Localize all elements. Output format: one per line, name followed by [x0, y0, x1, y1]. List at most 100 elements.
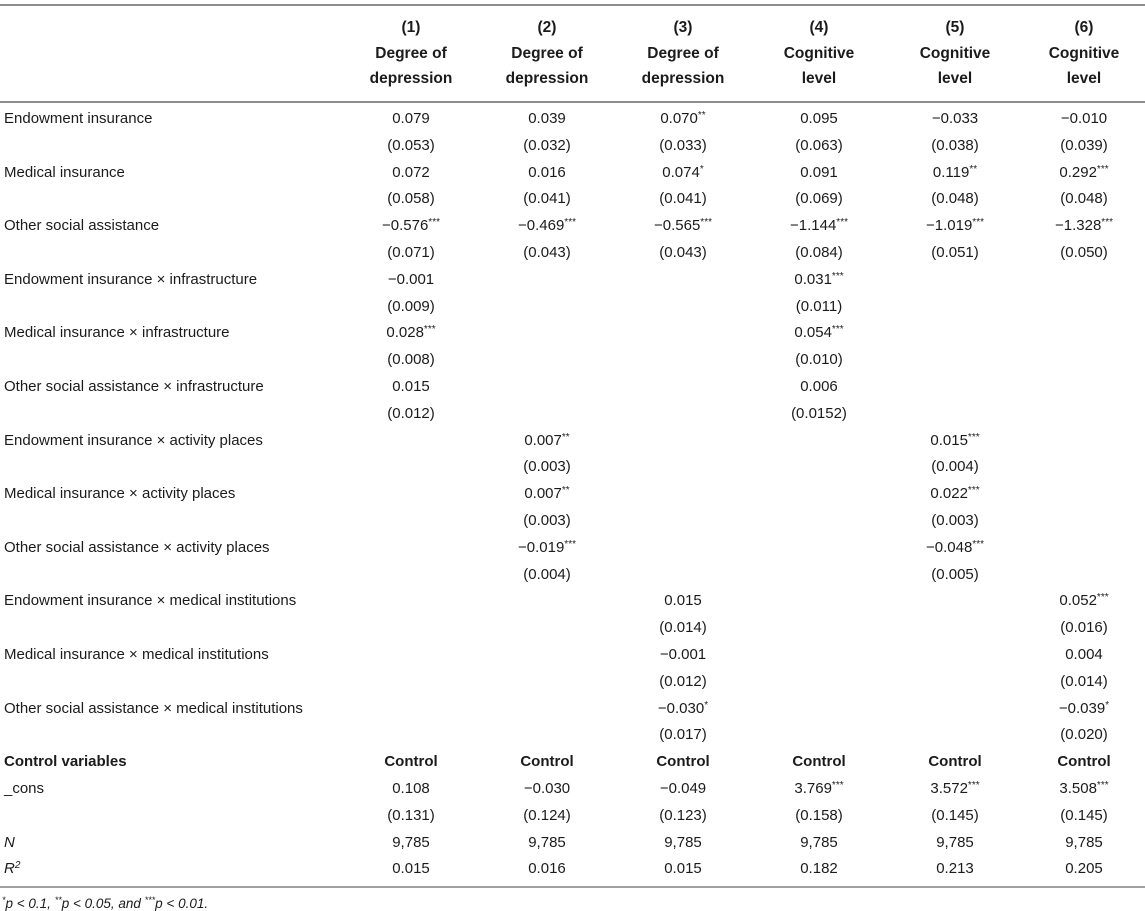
coef-cell: −1.328***	[1055, 217, 1113, 235]
coef-cell: −0.001	[387, 270, 435, 288]
row-label-empty	[0, 133, 343, 160]
coef-cell	[479, 588, 615, 615]
column-dv-line1: Cognitive	[919, 45, 991, 62]
table-row-se: (0.131) (0.124) (0.123) (0.158) (0.145) (0.14…	[0, 803, 1145, 830]
se-cell: (0.039)	[1060, 136, 1108, 154]
se-cell: (0.048)	[931, 190, 979, 208]
column-dv-line1: Cognitive	[783, 45, 855, 62]
column-dv-line1: Degree of	[647, 45, 719, 62]
se-cell	[343, 615, 479, 642]
se-cell: (0.041)	[659, 190, 707, 208]
coef-cell	[615, 428, 751, 455]
column-number: (2)	[537, 19, 557, 36]
coef-cell: 0.015	[392, 860, 430, 878]
header-row: (1) Degree of depression (2) Degree of d…	[0, 6, 1145, 101]
header-rule	[0, 101, 1145, 103]
se-cell: (0.004)	[931, 458, 979, 476]
coef-cell	[751, 481, 887, 508]
coef-cell: Control	[656, 753, 710, 771]
column-header-2: (2) Degree of depression	[479, 6, 615, 101]
significance-stars: ***	[700, 217, 712, 229]
significance-stars: ***	[144, 895, 156, 906]
coef-cell	[479, 374, 615, 401]
se-cell	[343, 562, 479, 589]
column-header-6: (6) Cognitive level	[1023, 6, 1145, 101]
table-row-se: (0.003) (0.004)	[0, 454, 1145, 481]
coef-cell	[887, 267, 1023, 294]
coef-cell	[751, 696, 887, 723]
column-number: (5)	[945, 19, 965, 36]
coef-cell: 0.070**	[660, 110, 706, 127]
row-label-empty	[0, 186, 343, 213]
column-header-1: (1) Degree of depression	[343, 6, 479, 101]
coef-cell: Control	[928, 753, 982, 771]
coef-cell: 0.015	[392, 377, 430, 395]
significance-stars: ***	[967, 485, 980, 497]
se-cell: (0.033)	[659, 136, 707, 154]
coef-cell: 0.015	[664, 592, 702, 610]
coef-cell: 9,785	[528, 833, 566, 851]
table-row: Endowment insurance × medical institutio…	[0, 588, 1145, 615]
coef-cell: −0.010	[1060, 110, 1108, 127]
row-label: Control variables	[4, 753, 127, 771]
row-label-empty	[0, 240, 343, 267]
se-cell: (0.005)	[931, 565, 979, 583]
coef-cell	[343, 588, 479, 615]
row-label-empty	[0, 454, 343, 481]
row-label: R2	[4, 860, 21, 878]
se-cell: (0.016)	[1060, 619, 1108, 637]
row-label-empty	[0, 401, 343, 428]
coef-cell: 0.015	[664, 860, 702, 878]
significance-stars: *	[699, 163, 704, 175]
coef-cell: 0.079	[392, 110, 430, 127]
coef-cell	[343, 642, 479, 669]
se-cell: (0.017)	[659, 726, 707, 744]
coef-cell	[479, 267, 615, 294]
coef-cell: 0.016	[528, 860, 566, 878]
top-rule	[0, 4, 1145, 6]
row-label-empty	[0, 669, 343, 696]
se-cell: (0.003)	[523, 511, 571, 529]
significance-stars: ***	[564, 217, 576, 229]
se-cell: (0.032)	[523, 136, 571, 154]
coef-cell: −0.048***	[926, 538, 984, 556]
coef-cell: 0.074*	[662, 163, 704, 181]
coef-cell	[615, 320, 751, 347]
table-row-se: (0.012) (0.014)	[0, 669, 1145, 696]
se-cell: (0.043)	[523, 243, 571, 261]
significance-stars: ***	[1096, 592, 1109, 604]
coef-cell	[615, 374, 751, 401]
coef-cell	[479, 696, 615, 723]
se-cell	[751, 508, 887, 535]
coef-cell: 0.028***	[386, 324, 436, 342]
coef-cell: −0.019***	[518, 538, 576, 556]
table-row-se: (0.009) (0.011)	[0, 294, 1145, 321]
coef-cell	[887, 588, 1023, 615]
significance-stars: ***	[967, 431, 980, 443]
coef-cell: 0.039	[528, 110, 566, 127]
se-cell: (0.050)	[1060, 243, 1108, 261]
se-cell	[343, 454, 479, 481]
se-cell: (0.0152)	[791, 404, 847, 422]
se-cell	[479, 401, 615, 428]
coef-cell: −0.565***	[654, 217, 712, 235]
regression-table-figure: (1) Degree of depression (2) Degree of d…	[0, 4, 1145, 911]
se-cell: (0.012)	[387, 404, 435, 422]
table-row: Other social assistance −0.576*** −0.469**…	[0, 213, 1145, 240]
significance-stars: **	[561, 485, 570, 497]
row-label: Medical insurance × infrastructure	[4, 324, 230, 342]
column-dv-line2: level	[1066, 70, 1102, 87]
coef-cell	[479, 320, 615, 347]
se-cell	[615, 562, 751, 589]
significance-stars: ***	[831, 779, 844, 791]
coef-cell: 0.213	[936, 860, 974, 878]
coef-cell: 9,785	[664, 833, 702, 851]
se-cell: (0.020)	[1060, 726, 1108, 744]
se-cell: (0.014)	[659, 619, 707, 637]
coef-cell: 0.052***	[1059, 592, 1109, 610]
coef-cell	[887, 320, 1023, 347]
row-label: N	[4, 833, 15, 851]
column-number: (6)	[1074, 19, 1094, 36]
table-row: Endowment insurance × activity places 0.0…	[0, 428, 1145, 455]
coef-cell	[343, 696, 479, 723]
